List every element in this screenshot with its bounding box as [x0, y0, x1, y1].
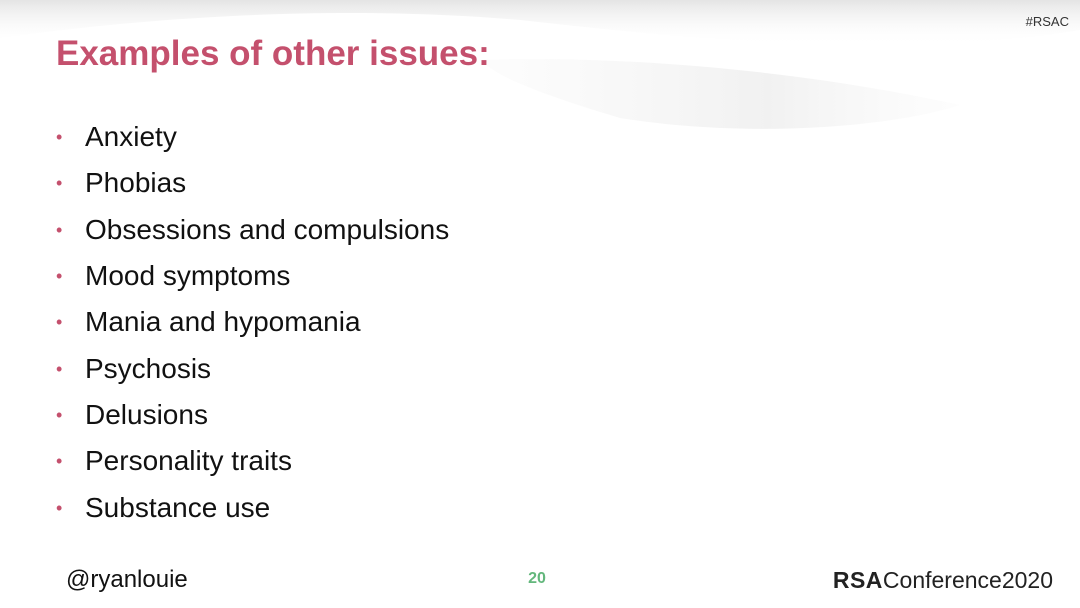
- hashtag-label: #RSAC: [1025, 14, 1069, 29]
- bullet-text: Obsessions and compulsions: [85, 213, 450, 245]
- bullet-item: • Mood symptoms: [56, 253, 449, 299]
- bullet-item: • Delusions: [56, 392, 449, 438]
- bullet-dot-icon: •: [56, 173, 63, 194]
- bullet-item: • Obsessions and compulsions: [56, 207, 449, 253]
- bullet-text: Substance use: [85, 491, 271, 523]
- bullet-list: • Anxiety • Phobias • Obsessions and com…: [56, 114, 449, 531]
- bullet-text: Mania and hypomania: [85, 306, 361, 338]
- bullet-item: • Phobias: [56, 160, 449, 206]
- bullet-dot-icon: •: [56, 358, 63, 379]
- bullet-text: Delusions: [85, 398, 208, 430]
- bullet-dot-icon: •: [56, 312, 63, 333]
- bullet-item: • Psychosis: [56, 345, 449, 391]
- bullet-text: Anxiety: [85, 121, 177, 153]
- bullet-text: Phobias: [85, 167, 187, 199]
- bullet-dot-icon: •: [56, 451, 63, 472]
- bullet-item: • Substance use: [56, 484, 449, 530]
- header-swoosh-decoration: [0, 0, 1080, 129]
- bullet-item: • Personality traits: [56, 438, 449, 484]
- bullet-dot-icon: •: [56, 127, 63, 148]
- bullet-dot-icon: •: [56, 266, 63, 287]
- page-number: 20: [528, 570, 546, 587]
- bullet-item: • Mania and hypomania: [56, 299, 449, 345]
- bullet-item: • Anxiety: [56, 114, 449, 160]
- logo-rsa-text: RSA: [832, 567, 883, 593]
- bullet-text: Personality traits: [85, 445, 292, 477]
- logo-conference-text: Conference2020: [882, 567, 1053, 593]
- bullet-dot-icon: •: [56, 219, 63, 240]
- bullet-text: Mood symptoms: [85, 260, 291, 292]
- slide-title: Examples of other issues:: [56, 34, 490, 73]
- bullet-dot-icon: •: [56, 404, 63, 425]
- bullet-dot-icon: •: [56, 497, 63, 518]
- bullet-text: Psychosis: [85, 352, 212, 384]
- rsa-conference-logo: RSAConference2020: [833, 567, 1053, 594]
- author-handle: @ryanlouie: [66, 566, 188, 593]
